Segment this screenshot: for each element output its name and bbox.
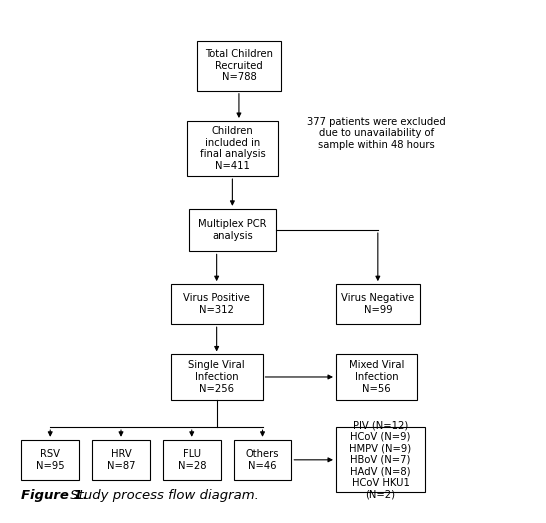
FancyBboxPatch shape bbox=[187, 121, 278, 176]
FancyBboxPatch shape bbox=[21, 440, 79, 480]
Text: Others
N=46: Others N=46 bbox=[246, 449, 279, 471]
FancyBboxPatch shape bbox=[197, 41, 281, 91]
Text: Total Children
Recruited
N=788: Total Children Recruited N=788 bbox=[205, 49, 273, 82]
Text: Study process flow diagram.: Study process flow diagram. bbox=[66, 490, 259, 503]
Text: Children
included in
final analysis
N=411: Children included in final analysis N=41… bbox=[199, 126, 265, 171]
FancyBboxPatch shape bbox=[171, 284, 263, 324]
Text: Single Viral
Infection
N=256: Single Viral Infection N=256 bbox=[188, 360, 245, 394]
FancyBboxPatch shape bbox=[92, 440, 150, 480]
Text: Mixed Viral
Infection
N=56: Mixed Viral Infection N=56 bbox=[349, 360, 404, 394]
FancyBboxPatch shape bbox=[171, 355, 263, 400]
Text: Virus Positive
N=312: Virus Positive N=312 bbox=[183, 293, 250, 315]
FancyBboxPatch shape bbox=[336, 355, 417, 400]
Text: HRV
N=87: HRV N=87 bbox=[107, 449, 135, 471]
Text: 377 patients were excluded
due to unavailability of
sample within 48 hours: 377 patients were excluded due to unavai… bbox=[307, 117, 446, 150]
FancyBboxPatch shape bbox=[336, 427, 425, 493]
Text: PIV (N=12)
HCoV (N=9)
HMPV (N=9)
HBoV (N=7)
HAdV (N=8)
HCoV HKU1
(N=2): PIV (N=12) HCoV (N=9) HMPV (N=9) HBoV (N… bbox=[349, 420, 412, 499]
Text: FLU
N=28: FLU N=28 bbox=[177, 449, 206, 471]
FancyBboxPatch shape bbox=[336, 284, 420, 324]
FancyBboxPatch shape bbox=[234, 440, 292, 480]
Text: Figure 1.: Figure 1. bbox=[21, 490, 88, 503]
Text: Multiplex PCR
analysis: Multiplex PCR analysis bbox=[198, 219, 266, 241]
FancyBboxPatch shape bbox=[189, 209, 276, 252]
FancyBboxPatch shape bbox=[163, 440, 221, 480]
Text: RSV
N=95: RSV N=95 bbox=[36, 449, 64, 471]
Text: Virus Negative
N=99: Virus Negative N=99 bbox=[341, 293, 414, 315]
